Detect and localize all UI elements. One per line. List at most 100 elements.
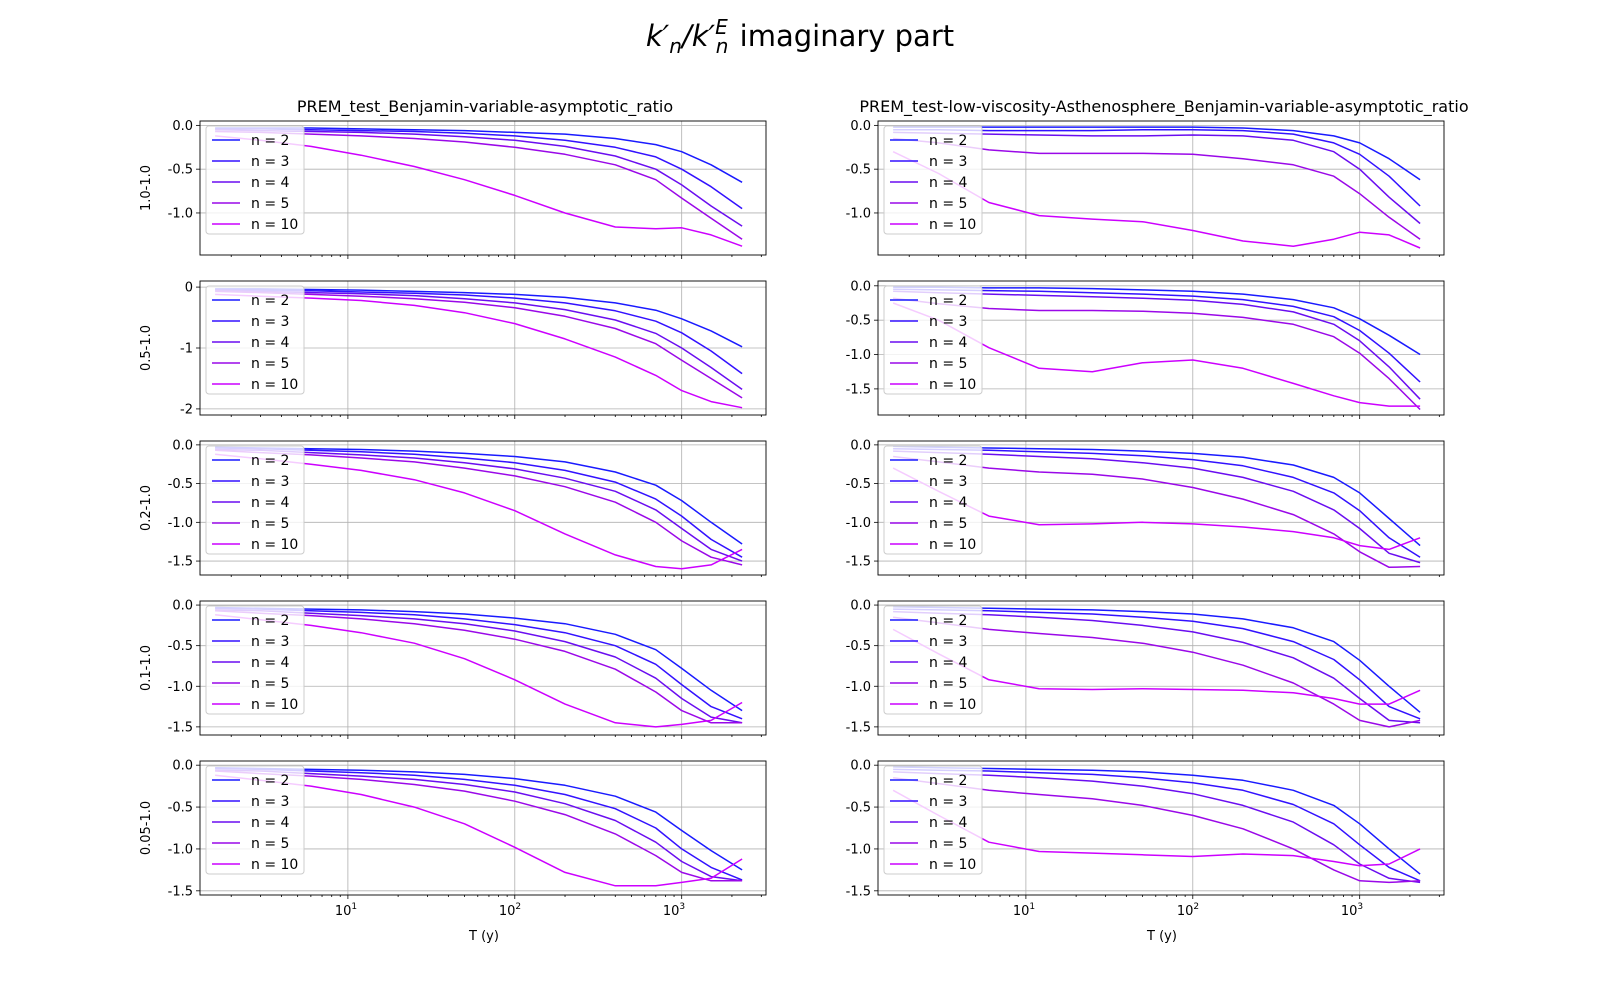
x-axis-right: 101 102 103 T (y) — [1013, 902, 1363, 944]
panel-frame — [199, 760, 767, 896]
series-line-n2 — [215, 606, 743, 712]
y-tick-label: -0.5 — [846, 314, 871, 329]
y-tick-label: -1.0 — [846, 516, 871, 531]
legend-label: n = 3 — [251, 794, 289, 810]
series-line-n3 — [215, 607, 743, 720]
panel-frame — [877, 440, 1445, 576]
series-line-n5 — [215, 770, 743, 882]
x-axis-label-left: T (y) — [468, 929, 499, 944]
legend-box — [205, 125, 305, 235]
legend-label: n = 2 — [929, 773, 967, 789]
series-line-n3 — [893, 129, 1421, 207]
panels-grid: 0.0 -0.5 -1.0 n = 2 n = 3 n = 4 n = 5 n = 10 1.0… — [139, 119, 1445, 899]
legend-box — [883, 445, 983, 555]
legend: n = 2 n = 3 n = 4 n = 5 n = 10 — [205, 445, 305, 555]
legend: n = 2 n = 3 n = 4 n = 5 n = 10 — [883, 125, 983, 235]
y-tick-label: -1.0 — [846, 680, 871, 695]
x-tick-label-10-2-left: 102 — [499, 902, 521, 919]
y-tick-label: -0.5 — [168, 639, 193, 654]
x-axis-label-right: T (y) — [1146, 929, 1177, 944]
y-tick-label: -1.0 — [846, 348, 871, 363]
legend: n = 2 n = 3 n = 4 n = 5 n = 10 — [883, 765, 983, 875]
legend-label: n = 10 — [929, 537, 976, 553]
series-line-n10 — [892, 467, 1421, 551]
column-title-right: PREM_test-low-viscosity-Asthenosphere_Be… — [859, 97, 1468, 117]
legend-box — [205, 285, 305, 395]
legend-label: n = 4 — [251, 815, 290, 831]
y-tick-label: 0.0 — [172, 438, 193, 453]
legend-label: n = 2 — [251, 293, 289, 309]
legend-label: n = 2 — [251, 453, 289, 469]
legend-label: n = 2 — [929, 613, 967, 629]
legend: n = 2 n = 3 n = 4 n = 5 n = 10 — [205, 605, 305, 715]
panel-r3-left: 0.0 -0.5 -1.0 -1.5 n = 2 n = 3 n = 4 n = 5 n = 1… — [139, 438, 767, 579]
series-line-n4 — [893, 771, 1421, 884]
series-line-n10 — [215, 774, 743, 887]
panel-frame — [877, 600, 1445, 736]
y-tick-label: -1.5 — [846, 884, 871, 899]
series-line-n2 — [893, 766, 1421, 875]
legend-label: n = 3 — [251, 154, 289, 170]
legend-label: n = 2 — [929, 133, 967, 149]
legend-label: n = 10 — [929, 377, 976, 393]
series-line-n4 — [893, 450, 1421, 564]
y-tick-label: -1.0 — [168, 842, 193, 857]
panel-r5-left: 0.0 -0.5 -1.0 -1.5 n = 2 n = 3 n = 4 n = 5 n = 1… — [139, 759, 767, 899]
series-line-n10 — [215, 453, 743, 570]
series-line-n4 — [215, 289, 743, 391]
legend-label: n = 4 — [251, 655, 290, 671]
y-tick-label: -0.5 — [168, 163, 193, 178]
series-line-n4 — [893, 131, 1421, 225]
legend-label: n = 10 — [929, 217, 976, 233]
panel-r4-right: 0.0 -0.5 -1.0 -1.5 n = 2 n = 3 n = 4 n = 5 n = 1… — [846, 599, 1445, 739]
legend-label: n = 2 — [251, 613, 289, 629]
y-tick-label: 0.0 — [850, 279, 871, 294]
y-tick-label: -0.5 — [168, 801, 193, 816]
legend-label: n = 2 — [929, 293, 967, 309]
legend-label: n = 5 — [251, 356, 289, 372]
series-line-n4 — [893, 290, 1421, 400]
legend: n = 2 n = 3 n = 4 n = 5 n = 10 — [205, 765, 305, 875]
series-line-n5 — [215, 609, 743, 724]
series-line-n10 — [892, 151, 1421, 249]
panel-r1-right: 0.0 -0.5 -1.0 n = 2 n = 3 n = 4 n = 5 n = 10 — [846, 119, 1445, 259]
panel-frame — [877, 760, 1445, 896]
legend-label: n = 3 — [929, 794, 967, 810]
series-line-n4 — [215, 609, 743, 724]
figure-title: k′n/k′E n imaginary part — [646, 15, 954, 58]
y-tick-label: -1.5 — [168, 884, 193, 899]
series-line-n2 — [215, 288, 743, 348]
series-line-n10 — [215, 135, 743, 247]
series-line-n10 — [892, 789, 1421, 867]
x-tick-label-10-1-right: 101 — [1013, 902, 1035, 919]
panel-r4-left: 0.0 -0.5 -1.0 -1.5 n = 2 n = 3 n = 4 n = 5 n = 1… — [139, 599, 767, 739]
series-line-n5 — [893, 297, 1421, 411]
panel-frame — [877, 120, 1445, 256]
series-line-n5 — [893, 455, 1421, 569]
legend-label: n = 3 — [929, 634, 967, 650]
row-label: 0.5-1.0 — [139, 325, 154, 371]
legend-label: n = 4 — [929, 495, 968, 511]
series-line-n10 — [215, 614, 743, 728]
legend-label: n = 5 — [929, 516, 967, 532]
y-tick-label: -1.5 — [168, 555, 193, 570]
series-line-n5 — [215, 449, 743, 566]
legend-label: n = 5 — [251, 516, 289, 532]
legend-label: n = 10 — [251, 377, 298, 393]
y-tick-label: -0.5 — [846, 163, 871, 178]
legend-box — [205, 445, 305, 555]
legend-label: n = 2 — [929, 453, 967, 469]
y-tick-label: 0.0 — [850, 119, 871, 134]
legend-label: n = 10 — [929, 857, 976, 873]
series-line-n2 — [893, 605, 1421, 713]
series-line-n2 — [893, 286, 1421, 356]
legend-label: n = 5 — [251, 196, 289, 212]
series-line-n5 — [893, 137, 1421, 240]
title-slash: / — [679, 19, 695, 53]
row-label: 1.0-1.0 — [139, 165, 154, 211]
legend-label: n = 5 — [929, 196, 967, 212]
title-n1: n — [669, 34, 682, 58]
y-tick-label: -1.0 — [168, 206, 193, 221]
y-tick-label: -0.5 — [846, 639, 871, 654]
series-line-n10 — [892, 302, 1421, 407]
